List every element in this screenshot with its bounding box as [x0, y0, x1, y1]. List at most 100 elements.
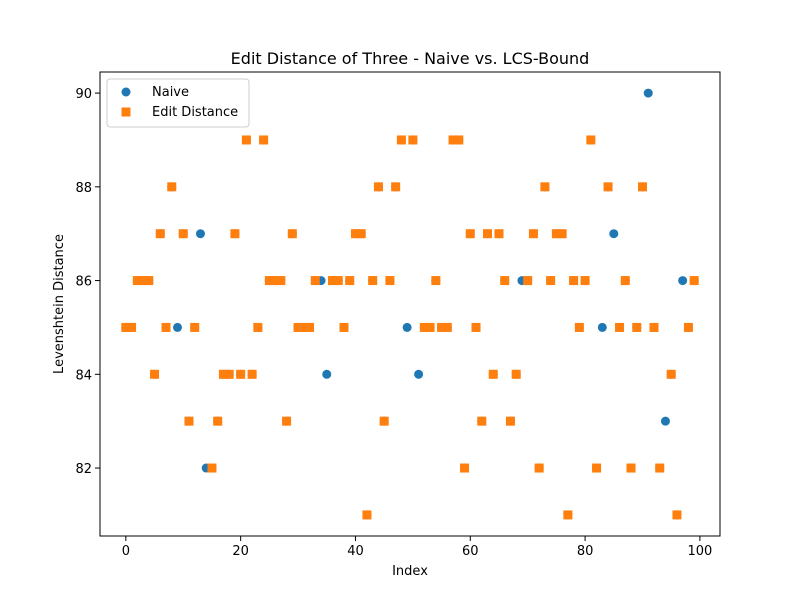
edit-distance-point [379, 416, 389, 426]
edit-distance-point [574, 322, 584, 332]
edit-distance-point [132, 276, 142, 286]
x-axis-ticks: 0 20 40 60 80 100 [122, 536, 712, 559]
y-tick-label: 88 [75, 181, 92, 196]
edit-distance-point [408, 135, 418, 145]
edit-distance-point [305, 322, 315, 332]
edit-distance-point [241, 135, 251, 145]
edit-distance-point [144, 276, 154, 286]
edit-distance-point [368, 276, 378, 286]
edit-distance-point [276, 276, 286, 286]
edit-distance-point [282, 416, 292, 426]
edit-distance-point [494, 229, 504, 239]
edit-distance-point [689, 276, 699, 286]
edit-distance-point [546, 276, 556, 286]
edit-distance-point [580, 276, 590, 286]
x-tick-label: 0 [122, 544, 130, 559]
legend-naive-label: Naive [152, 85, 189, 100]
edit-distance-point [356, 229, 366, 239]
edit-distance-point [224, 369, 234, 379]
edit-distance-point [603, 182, 613, 192]
edit-distance-point [551, 229, 561, 239]
edit-distance-point [442, 322, 452, 332]
naive-point [678, 276, 688, 286]
edit-distance-point [339, 322, 349, 332]
y-axis-ticks: 82 84 86 88 90 [75, 87, 100, 477]
x-tick-label: 100 [687, 544, 712, 559]
naive-point [643, 88, 653, 98]
edit-distance-point [448, 135, 458, 145]
edit-distance-point [350, 229, 360, 239]
naive-point [322, 369, 332, 379]
edit-distance-point [615, 322, 625, 332]
edit-distance-point [293, 322, 303, 332]
edit-distance-point [178, 229, 188, 239]
edit-distance-point [655, 463, 665, 473]
edit-distance-point [477, 416, 487, 426]
edit-distance-point [586, 135, 596, 145]
edit-distance-point [121, 322, 131, 332]
naive-point [195, 229, 205, 239]
edit-distance-point [236, 369, 246, 379]
edit-distance-point [419, 322, 429, 332]
edit-distance-point [632, 322, 642, 332]
edit-distance-point [523, 276, 533, 286]
edit-distance-point [207, 463, 217, 473]
edit-distance-point [396, 135, 406, 145]
edit-distance-point [333, 276, 343, 286]
edit-distance-point [569, 276, 579, 286]
edit-distance-point [557, 229, 567, 239]
edit-distance-point [592, 463, 602, 473]
edit-distance-point [465, 229, 475, 239]
y-tick-label: 82 [75, 462, 92, 477]
x-axis-label: Index [392, 564, 428, 579]
edit-distance-point [345, 276, 355, 286]
x-tick-label: 40 [347, 544, 364, 559]
edit-distance-point [460, 463, 470, 473]
y-axis-label: Levenshtein Distance [52, 234, 67, 374]
plot-frame [99, 71, 721, 537]
edit-distance-point [259, 135, 269, 145]
edit-distance-point [270, 276, 280, 286]
edit-distance-point [167, 182, 177, 192]
edit-distance-point [391, 182, 401, 192]
naive-point [173, 322, 182, 332]
edit-distance-point [649, 322, 659, 332]
edit-distance-point [666, 369, 676, 379]
edit-distance-point [264, 276, 274, 286]
edit-distance-point [528, 229, 538, 239]
edit-distance-point [638, 182, 647, 192]
edit-distance-point [454, 135, 464, 145]
legend-edit-distance-label: Edit Distance [152, 105, 238, 120]
legend: Naive Edit Distance [106, 78, 250, 128]
edit-distance-point [483, 229, 492, 239]
edit-distance-point [161, 322, 171, 332]
edit-distance-point [437, 322, 447, 332]
edit-distance-point [184, 416, 194, 426]
edit-distance-point [127, 322, 137, 332]
naive-point [660, 416, 670, 426]
edit-distance-point [511, 369, 521, 379]
edit-distance-point [287, 229, 297, 239]
edit-distance-point [213, 416, 223, 426]
legend-box [106, 78, 250, 128]
series-edit-distance [121, 135, 699, 520]
edit-distance-point [190, 322, 200, 332]
edit-distance-point [373, 182, 383, 192]
edit-distance-point [299, 322, 309, 332]
edit-distance-point [672, 510, 682, 520]
edit-distance-point [138, 276, 148, 286]
chart-title: Edit Distance of Three - Naive vs. LCS-B… [231, 49, 590, 68]
legend-naive-marker [121, 87, 131, 97]
naive-point [402, 322, 412, 332]
naive-point [414, 369, 424, 379]
edit-distance-point [431, 276, 441, 286]
edit-distance-point [310, 276, 320, 286]
x-tick-label: 20 [232, 544, 249, 559]
edit-distance-point [683, 322, 693, 332]
edit-distance-point [620, 276, 630, 286]
edit-distance-point [626, 463, 636, 473]
edit-distance-point [150, 369, 160, 379]
x-tick-label: 80 [577, 544, 594, 559]
edit-distance-point [218, 369, 228, 379]
